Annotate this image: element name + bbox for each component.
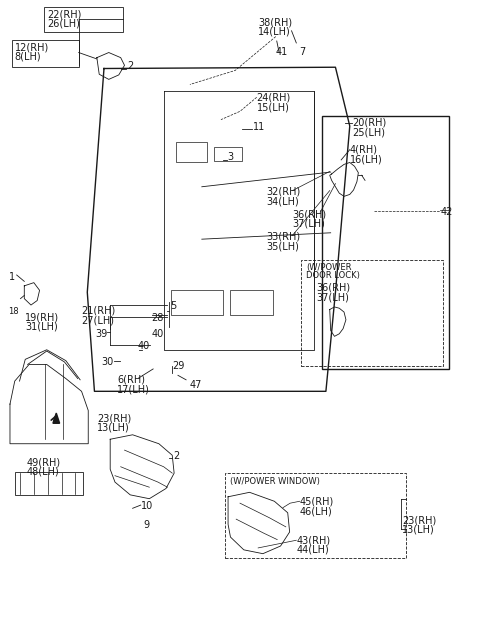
Text: 34(LH): 34(LH) — [266, 196, 299, 206]
Text: 26(LH): 26(LH) — [48, 19, 81, 29]
Bar — [176, 142, 206, 162]
Polygon shape — [53, 413, 60, 423]
Text: 48(LH): 48(LH) — [26, 467, 59, 477]
Text: 47: 47 — [190, 380, 202, 390]
Bar — [225, 473, 406, 557]
Text: 42: 42 — [441, 207, 453, 217]
Bar — [171, 290, 223, 315]
Text: 4(RH): 4(RH) — [350, 144, 378, 155]
Bar — [214, 147, 242, 161]
Text: 33(RH): 33(RH) — [266, 232, 300, 241]
Bar — [322, 116, 448, 369]
Text: 23(RH): 23(RH) — [402, 516, 436, 525]
Text: 3: 3 — [228, 152, 234, 162]
Text: 30: 30 — [102, 358, 114, 367]
Text: 11: 11 — [253, 122, 265, 132]
Text: 41: 41 — [276, 48, 288, 57]
Text: 23(RH): 23(RH) — [97, 413, 131, 423]
Text: 36(RH): 36(RH) — [292, 209, 326, 219]
Text: 38(RH): 38(RH) — [258, 17, 292, 28]
Text: 24(RH): 24(RH) — [257, 93, 291, 103]
Text: 6(RH): 6(RH) — [117, 375, 145, 385]
Text: 32(RH): 32(RH) — [266, 187, 300, 196]
Bar — [15, 472, 83, 495]
Text: 2: 2 — [127, 61, 133, 71]
Bar — [44, 6, 123, 32]
Text: 45(RH): 45(RH) — [300, 497, 334, 507]
Bar — [12, 40, 79, 67]
Text: 2: 2 — [173, 451, 180, 461]
Text: 20(RH): 20(RH) — [352, 117, 386, 128]
Text: 18: 18 — [9, 307, 19, 316]
Text: 40: 40 — [152, 329, 164, 340]
Text: 44(LH): 44(LH) — [296, 544, 329, 555]
Text: 12(RH): 12(RH) — [15, 42, 49, 52]
Text: 19(RH): 19(RH) — [25, 312, 60, 322]
Text: 13(LH): 13(LH) — [97, 422, 130, 433]
Text: 1: 1 — [9, 272, 15, 282]
Text: DOOR LOCK): DOOR LOCK) — [306, 271, 360, 280]
Text: (W/POWER: (W/POWER — [306, 263, 351, 272]
Text: 15(LH): 15(LH) — [257, 102, 289, 112]
Text: 16(LH): 16(LH) — [350, 154, 383, 164]
Text: 43(RH): 43(RH) — [296, 535, 330, 545]
Text: 14(LH): 14(LH) — [258, 27, 291, 37]
Text: 37(LH): 37(LH) — [316, 292, 349, 302]
Text: 35(LH): 35(LH) — [266, 241, 299, 251]
Text: 17(LH): 17(LH) — [117, 385, 150, 394]
Text: 13(LH): 13(LH) — [402, 525, 435, 535]
Text: 9: 9 — [144, 521, 150, 530]
Text: 31(LH): 31(LH) — [25, 322, 58, 332]
Text: 8(LH): 8(LH) — [15, 52, 41, 62]
Text: 27(LH): 27(LH) — [82, 315, 115, 325]
Text: 25(LH): 25(LH) — [352, 127, 385, 137]
Text: 22(RH): 22(RH) — [48, 9, 82, 19]
Text: 21(RH): 21(RH) — [82, 306, 116, 316]
Bar — [230, 290, 274, 315]
Text: 36(RH): 36(RH) — [316, 282, 350, 293]
Text: (W/POWER WINDOW): (W/POWER WINDOW) — [230, 477, 320, 486]
Text: 46(LH): 46(LH) — [300, 507, 333, 516]
Text: 7: 7 — [300, 48, 306, 57]
Text: 37(LH): 37(LH) — [292, 219, 325, 229]
Text: 10: 10 — [141, 501, 153, 511]
Text: 5: 5 — [170, 300, 176, 311]
Text: 39: 39 — [95, 329, 107, 340]
Bar — [301, 260, 444, 366]
Text: 29: 29 — [172, 361, 185, 370]
Text: 40: 40 — [138, 342, 150, 351]
Text: 28: 28 — [152, 313, 164, 323]
Text: 49(RH): 49(RH) — [26, 457, 60, 467]
